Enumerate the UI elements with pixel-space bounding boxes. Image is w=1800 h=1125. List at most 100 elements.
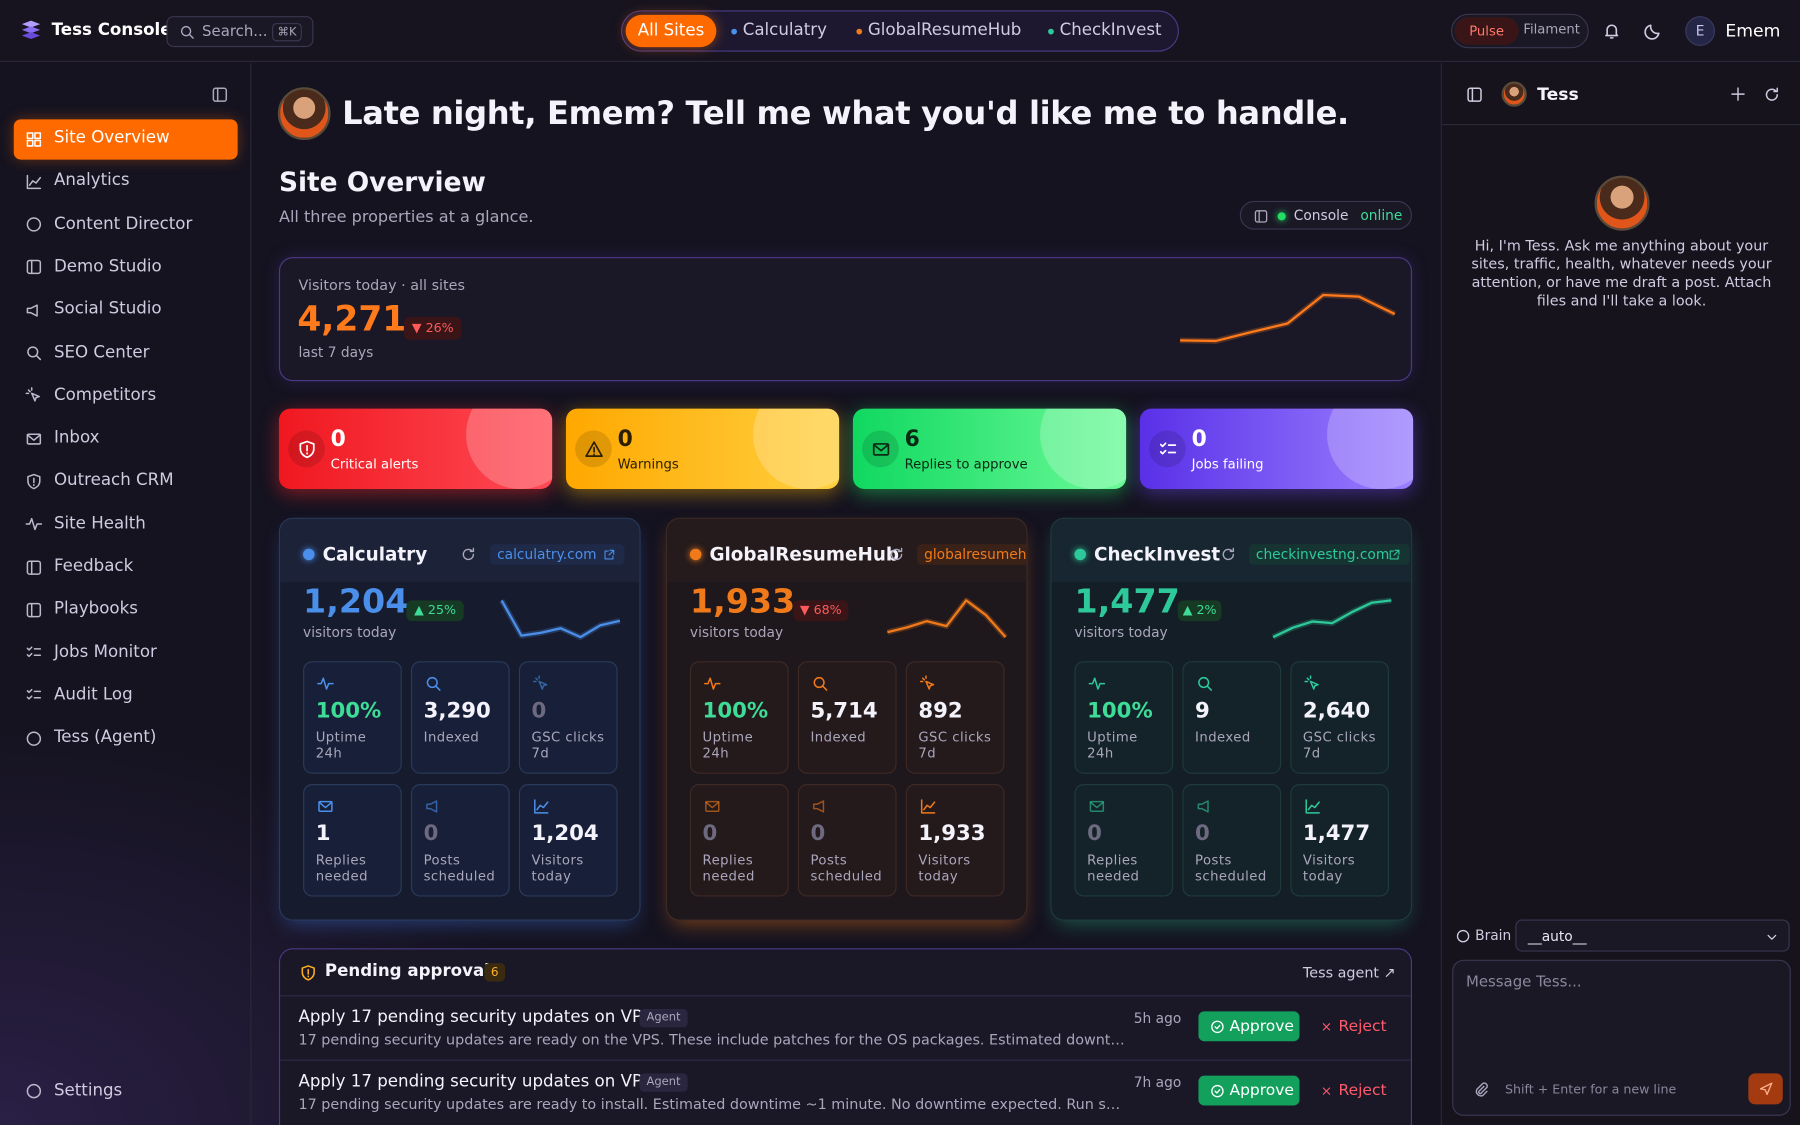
icon: [426, 676, 440, 691]
approval-desc: 17 pending security updates are ready to…: [298, 1095, 1125, 1113]
nav-item[interactable]: Inbox: [14, 419, 238, 459]
visitors-label: Visitors today · all sites: [298, 276, 465, 294]
nav-item[interactable]: Competitors: [14, 376, 238, 416]
approvals-title: Pending approvals: [324, 962, 500, 981]
chat-name: Tess: [1537, 83, 1579, 105]
icon-part: [316, 676, 334, 690]
icon: [1731, 87, 1745, 101]
site-tab[interactable]: CheckInvest: [1059, 21, 1162, 40]
icon-part: [1196, 799, 1209, 813]
icon: [298, 440, 315, 458]
stat-value: 6: [904, 426, 920, 452]
icon-part: [532, 674, 547, 690]
stat-card[interactable]: 0 Critical alerts: [278, 408, 553, 490]
console-status: Console online: [1239, 200, 1412, 230]
message-hint: Shift + Enter for a new line: [1504, 1081, 1677, 1097]
icon: [703, 676, 721, 690]
icon: [1644, 24, 1660, 40]
brand: Tess Console: [51, 21, 172, 40]
site-tab-active[interactable]: All Sites: [625, 14, 717, 48]
nav-item-active[interactable]: Site Overview: [13, 118, 238, 159]
metric-value: 5,714: [810, 698, 878, 724]
visitors-value: 4,271: [297, 299, 407, 340]
approve-button[interactable]: Approve: [1198, 1075, 1300, 1106]
reject-button[interactable]: Reject: [1313, 1011, 1405, 1041]
search-box[interactable]: Search... ⌘K: [166, 16, 314, 48]
logo-layer: [21, 32, 41, 40]
theme-active[interactable]: Pulse: [1454, 17, 1519, 45]
send-button[interactable]: [1748, 1073, 1783, 1105]
approve-button[interactable]: Approve: [1198, 1011, 1300, 1042]
stat-value: 0: [617, 426, 633, 452]
message-box[interactable]: Message Tess... Shift + Enter for a new l…: [1452, 959, 1791, 1116]
nav-item[interactable]: Content Director: [14, 204, 238, 244]
status-dot: [1277, 212, 1286, 221]
site-dot: [1074, 548, 1086, 561]
icon: [316, 676, 334, 690]
brain-label: Brain: [1475, 927, 1512, 944]
nav-item[interactable]: Site Health: [14, 504, 238, 544]
site-domain[interactable]: calculatry.com: [490, 544, 625, 565]
icon: [180, 25, 194, 39]
nav-settings[interactable]: Settings: [14, 1071, 238, 1111]
nav-item[interactable]: SEO Center: [14, 333, 238, 373]
approval-title: Apply 17 pending security updates on VPS: [298, 1072, 653, 1091]
site-tab[interactable]: Calculatry: [742, 21, 827, 40]
icon-part: [33, 131, 41, 139]
site-card: GlobalResumeHubglobalresumehub.com1,933▼…: [665, 517, 1028, 921]
stat-card[interactable]: 6 Replies to approve: [852, 408, 1127, 490]
nav-item[interactable]: Demo Studio: [14, 247, 238, 287]
nav-item[interactable]: Feedback: [14, 547, 238, 587]
approval-row: Apply 17 pending security updates on VPS…: [280, 1059, 1411, 1124]
metric-label: Uptime 24h: [702, 728, 754, 762]
nav-label: Tess (Agent): [53, 728, 157, 747]
icon: [26, 217, 41, 232]
user-avatar[interactable]: E: [1685, 16, 1716, 46]
icon-part: [26, 304, 38, 317]
site-visitors: 1,933: [689, 581, 796, 621]
metric-value: 100%: [315, 698, 382, 724]
nav-item[interactable]: Tess (Agent): [14, 718, 238, 758]
brain-select[interactable]: __auto__: [1515, 919, 1790, 952]
stat-card[interactable]: 0 Jobs failing: [1139, 408, 1414, 490]
nav-label: Outreach CRM: [53, 471, 174, 490]
icon-part: [317, 800, 333, 812]
metric-value: 892: [918, 698, 963, 724]
nav-item[interactable]: Outreach CRM: [14, 461, 238, 501]
site-domain[interactable]: checkinvestng.com: [1248, 544, 1410, 565]
metric-card: 9 Indexed: [1182, 661, 1282, 774]
metric-card: 1,204 Visitors today: [518, 784, 618, 897]
user-name[interactable]: Emem: [1725, 20, 1781, 42]
icon: [1605, 24, 1619, 39]
approval-row: Apply 17 pending security updates on VPS…: [280, 995, 1411, 1059]
chat-intro: Hi, I'm Tess. Ask me anything about your…: [1471, 236, 1772, 309]
nav-item[interactable]: Audit Log: [14, 675, 238, 715]
stat-card[interactable]: 0 Warnings: [565, 408, 840, 490]
icon-part: [26, 689, 41, 701]
metric-label: Posts scheduled: [1195, 851, 1267, 884]
metric-label: Indexed: [810, 728, 867, 746]
approvals-link[interactable]: Tess agent ↗: [1302, 963, 1396, 981]
metric-label: Indexed: [423, 728, 480, 746]
approve-label: Approve: [1229, 1016, 1294, 1036]
icon-part: [919, 674, 934, 690]
avatar: [1501, 81, 1527, 107]
icon-part: [26, 602, 41, 618]
nav-item[interactable]: Analytics: [14, 162, 238, 202]
metric-card: 100% Uptime 24h: [303, 661, 402, 774]
nav-label: Content Director: [53, 214, 193, 233]
nav-item[interactable]: Playbooks: [14, 590, 238, 630]
nav-item[interactable]: Jobs Monitor: [14, 633, 238, 673]
icon-part: [1210, 1020, 1224, 1033]
icon-part: [1197, 676, 1209, 688]
metric-card: 0 Posts scheduled: [797, 784, 897, 897]
metric-card: 100% Uptime 24h: [689, 661, 789, 774]
site-tab[interactable]: GlobalResumeHub: [867, 21, 1022, 40]
icon: [25, 387, 40, 402]
icon-part: [434, 684, 440, 691]
reject-button[interactable]: Reject: [1313, 1076, 1405, 1106]
nav-item[interactable]: Social Studio: [14, 290, 238, 330]
icon: [1088, 676, 1105, 690]
site-domain[interactable]: globalresumehub.com: [917, 544, 1027, 565]
theme-option[interactable]: Filament: [1523, 20, 1580, 37]
